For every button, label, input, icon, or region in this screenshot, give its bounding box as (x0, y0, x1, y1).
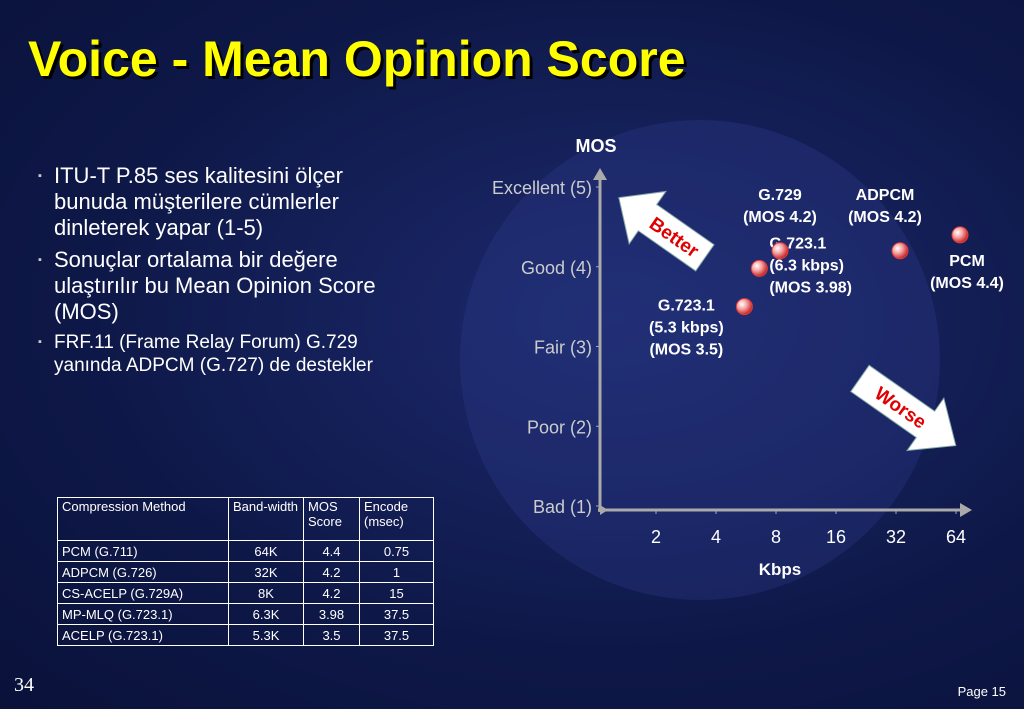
point-label: PCM (949, 253, 985, 270)
table-row: CS-ACELP (G.729A) 8K 4.2 15 (57, 582, 434, 604)
table-cell: 4.2 (303, 561, 360, 583)
point-label: (5.3 kbps) (649, 320, 724, 337)
table-cell: 4.2 (303, 582, 360, 604)
point-label: (6.3 kbps) (769, 257, 844, 274)
table-row: PCM (G.711) 64K 4.4 0.75 (57, 540, 434, 562)
slide-title: Voice - Mean Opinion Score (28, 31, 686, 87)
point (735, 298, 753, 316)
header-cell: Compression Method (57, 497, 229, 541)
watermark (460, 120, 940, 600)
y-axis-label: MOS (575, 136, 616, 156)
point (951, 226, 969, 244)
bullet-list: ITU-T P.85 ses kalitesini ölçer bunuda m… (38, 163, 418, 383)
header-cell: Band-width (228, 497, 304, 541)
x-tick-label: 64 (946, 527, 966, 547)
table-row: MP-MLQ (G.723.1) 6.3K 3.98 37.5 (57, 603, 434, 625)
table-cell: 8K (228, 582, 304, 604)
point-label: (MOS 4.2) (743, 209, 817, 226)
y-tick-label: Good (4) (521, 258, 592, 278)
table-header-row: Compression Method Band-width MOS Score Enc… (57, 497, 434, 541)
point-label: G.729 (758, 187, 802, 204)
table-cell: 3.98 (303, 603, 360, 625)
bullet: Sonuçlar ortalama bir değere ulaştırılır… (38, 247, 418, 325)
table-cell: 3.5 (303, 624, 360, 646)
y-tick-label: Fair (3) (534, 338, 592, 358)
y-tick-label: Excellent (5) (492, 178, 592, 198)
table-cell: MP-MLQ (G.723.1) (57, 603, 229, 625)
y-tick-label: Bad (1) (533, 497, 592, 517)
bullet: ITU-T P.85 ses kalitesini ölçer bunuda m… (38, 163, 418, 241)
table-cell: 6.3K (228, 603, 304, 625)
point-label: (MOS 4.4) (930, 275, 1004, 292)
table-cell: ACELP (G.723.1) (57, 624, 229, 646)
point-label: G.723.1 (658, 298, 715, 315)
table: Compression Method Band-width MOS Score Enc… (57, 497, 434, 646)
x-tick-label: 8 (771, 527, 781, 547)
table-cell: 1 (359, 561, 434, 583)
slide-number: 34 (14, 674, 34, 696)
x-axis-arrow (960, 503, 972, 517)
point-label: (MOS 3.98) (769, 279, 852, 296)
page-number: Page 15 (957, 684, 1006, 699)
y-tick-label: Poor (2) (527, 417, 592, 437)
table-cell: 32K (228, 561, 304, 583)
table-cell: 37.5 (359, 603, 434, 625)
table-cell: 4.4 (303, 540, 360, 562)
table-cell: 0.75 (359, 540, 434, 562)
table-cell: ADPCM (G.726) (57, 561, 229, 583)
y-axis-arrow (593, 168, 607, 180)
table-cell: PCM (G.711) (57, 540, 229, 562)
x-tick-label: 2 (651, 527, 661, 547)
header-cell: MOS Score (303, 497, 360, 541)
table-row: ADPCM (G.726) 32K 4.2 1 (57, 561, 434, 583)
point-label: ADPCM (856, 187, 915, 204)
header-cell: Encode (msec) (359, 497, 434, 541)
table-cell: 37.5 (359, 624, 434, 646)
bullet: FRF.11 (Frame Relay Forum) G.729 yanında… (38, 331, 418, 377)
point (771, 242, 789, 260)
x-tick-label: 16 (826, 527, 846, 547)
point (750, 259, 768, 277)
table-cell: 64K (228, 540, 304, 562)
point (891, 242, 909, 260)
x-axis-label: Kbps (759, 560, 802, 579)
table-cell: CS-ACELP (G.729A) (57, 582, 229, 604)
point-label: (MOS 4.2) (848, 209, 922, 226)
table-cell: 15 (359, 582, 434, 604)
x-tick-label: 32 (886, 527, 906, 547)
point-label: (MOS 3.5) (649, 342, 723, 359)
table-row: ACELP (G.723.1) 5.3K 3.5 37.5 (57, 624, 434, 646)
x-tick-label: 4 (711, 527, 721, 547)
table-cell: 5.3K (228, 624, 304, 646)
